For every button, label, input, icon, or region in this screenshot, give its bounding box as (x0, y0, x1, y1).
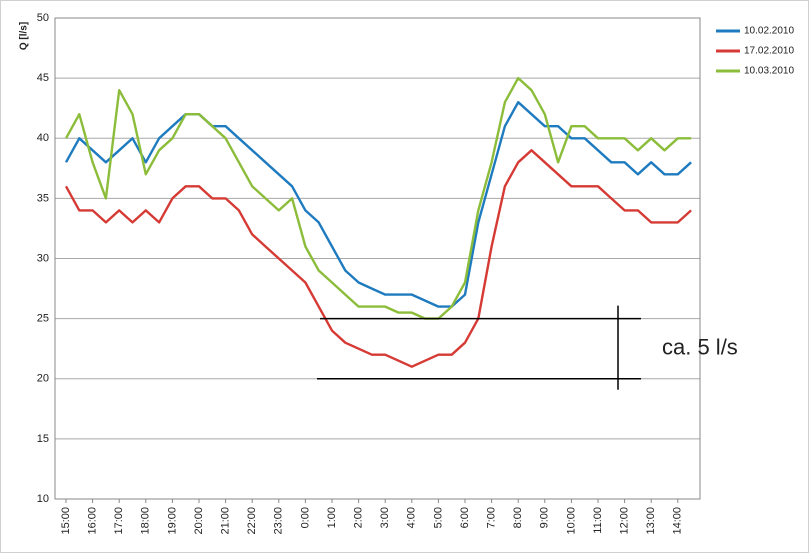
x-tick-label: 16:00 (87, 507, 99, 535)
y-tick-label: 45 (37, 72, 49, 84)
x-tick-label: 15:00 (60, 507, 72, 535)
x-tick-label: 4:00 (406, 507, 418, 528)
line-series (64, 101, 692, 308)
x-tick-label: 22:00 (246, 507, 258, 535)
y-tick-label: 30 (37, 252, 49, 264)
y-tick-label: 40 (37, 132, 49, 144)
y-tick-label: 25 (37, 313, 49, 325)
x-tick-label: 19:00 (166, 507, 178, 535)
legend-label: 17.02.2010 (744, 46, 794, 57)
x-tick-label: 1:00 (326, 507, 338, 528)
x-tick-label: 12:00 (619, 507, 631, 535)
y-tick-label: 50 (37, 12, 49, 24)
x-tick-label: 18:00 (140, 507, 152, 535)
y-tick-label: 15 (37, 433, 49, 445)
annotation-text: ca. 5 l/s (662, 335, 738, 360)
x-tick-label: 21:00 (220, 507, 232, 535)
y-tick-label: 10 (37, 493, 49, 505)
x-tick-label: 14:00 (672, 507, 684, 535)
x-tick-label: 13:00 (645, 507, 657, 535)
y-axis-label: Q [l/s] (19, 22, 30, 50)
x-tick-label: 3:00 (379, 507, 391, 528)
x-tick-label: 11:00 (592, 507, 604, 534)
x-tick-label: 17:00 (113, 507, 125, 535)
plot-border (54, 17, 701, 500)
y-tick-label: 35 (37, 192, 49, 204)
line-series (64, 76, 692, 320)
x-tick-label: 10:00 (565, 507, 577, 535)
x-tick-label: 23:00 (273, 507, 285, 535)
x-tick-label: 8:00 (512, 507, 524, 528)
y-tick-label: 20 (37, 373, 49, 385)
x-tick-label: 6:00 (459, 507, 471, 528)
x-tick-label: 7:00 (486, 507, 498, 528)
line-series (64, 149, 692, 368)
x-tick-label: 0:00 (299, 507, 311, 528)
legend-label: 10.02.2010 (744, 26, 794, 37)
legend-label: 10.03.2010 (744, 66, 794, 77)
x-tick-label: 2:00 (353, 507, 365, 528)
x-tick-label: 5:00 (432, 507, 444, 528)
x-tick-label: 20:00 (193, 507, 205, 535)
x-tick-label: 9:00 (539, 507, 551, 528)
